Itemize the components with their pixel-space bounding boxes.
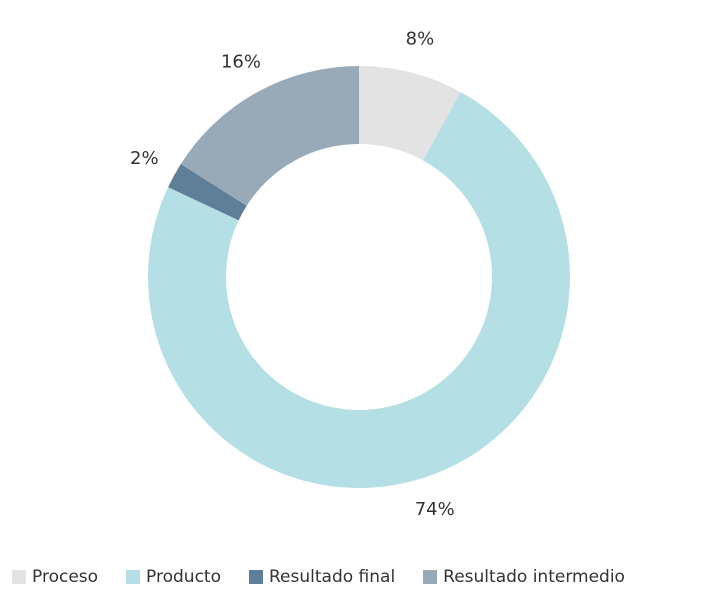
legend-label: Producto	[146, 567, 221, 587]
legend-swatch	[126, 570, 141, 584]
data-label: 2%	[130, 148, 159, 169]
legend-label: Resultado intermedio	[443, 567, 625, 587]
legend-item: Resultado final	[249, 567, 395, 587]
chart: 8% 74% 2% 16%	[130, 29, 570, 520]
legend-item: Producto	[126, 567, 221, 587]
donut-slice	[180, 66, 359, 206]
donut-slice	[359, 66, 461, 161]
legend-label: Proceso	[32, 567, 99, 587]
legend-label: Resultado final	[269, 567, 396, 587]
donut-slice	[168, 163, 247, 221]
data-label: 16%	[221, 51, 261, 72]
legend-swatch	[249, 570, 263, 584]
legend-swatch	[423, 570, 438, 584]
legend-swatch	[12, 570, 26, 584]
legend: Proceso Producto Resultado final Resultado …	[12, 567, 625, 587]
data-label: 8%	[406, 29, 435, 50]
legend-item: Resultado intermedio	[423, 567, 625, 587]
donut-slice	[148, 92, 570, 488]
data-label: 74%	[415, 499, 455, 520]
legend-item: Proceso	[12, 567, 98, 587]
